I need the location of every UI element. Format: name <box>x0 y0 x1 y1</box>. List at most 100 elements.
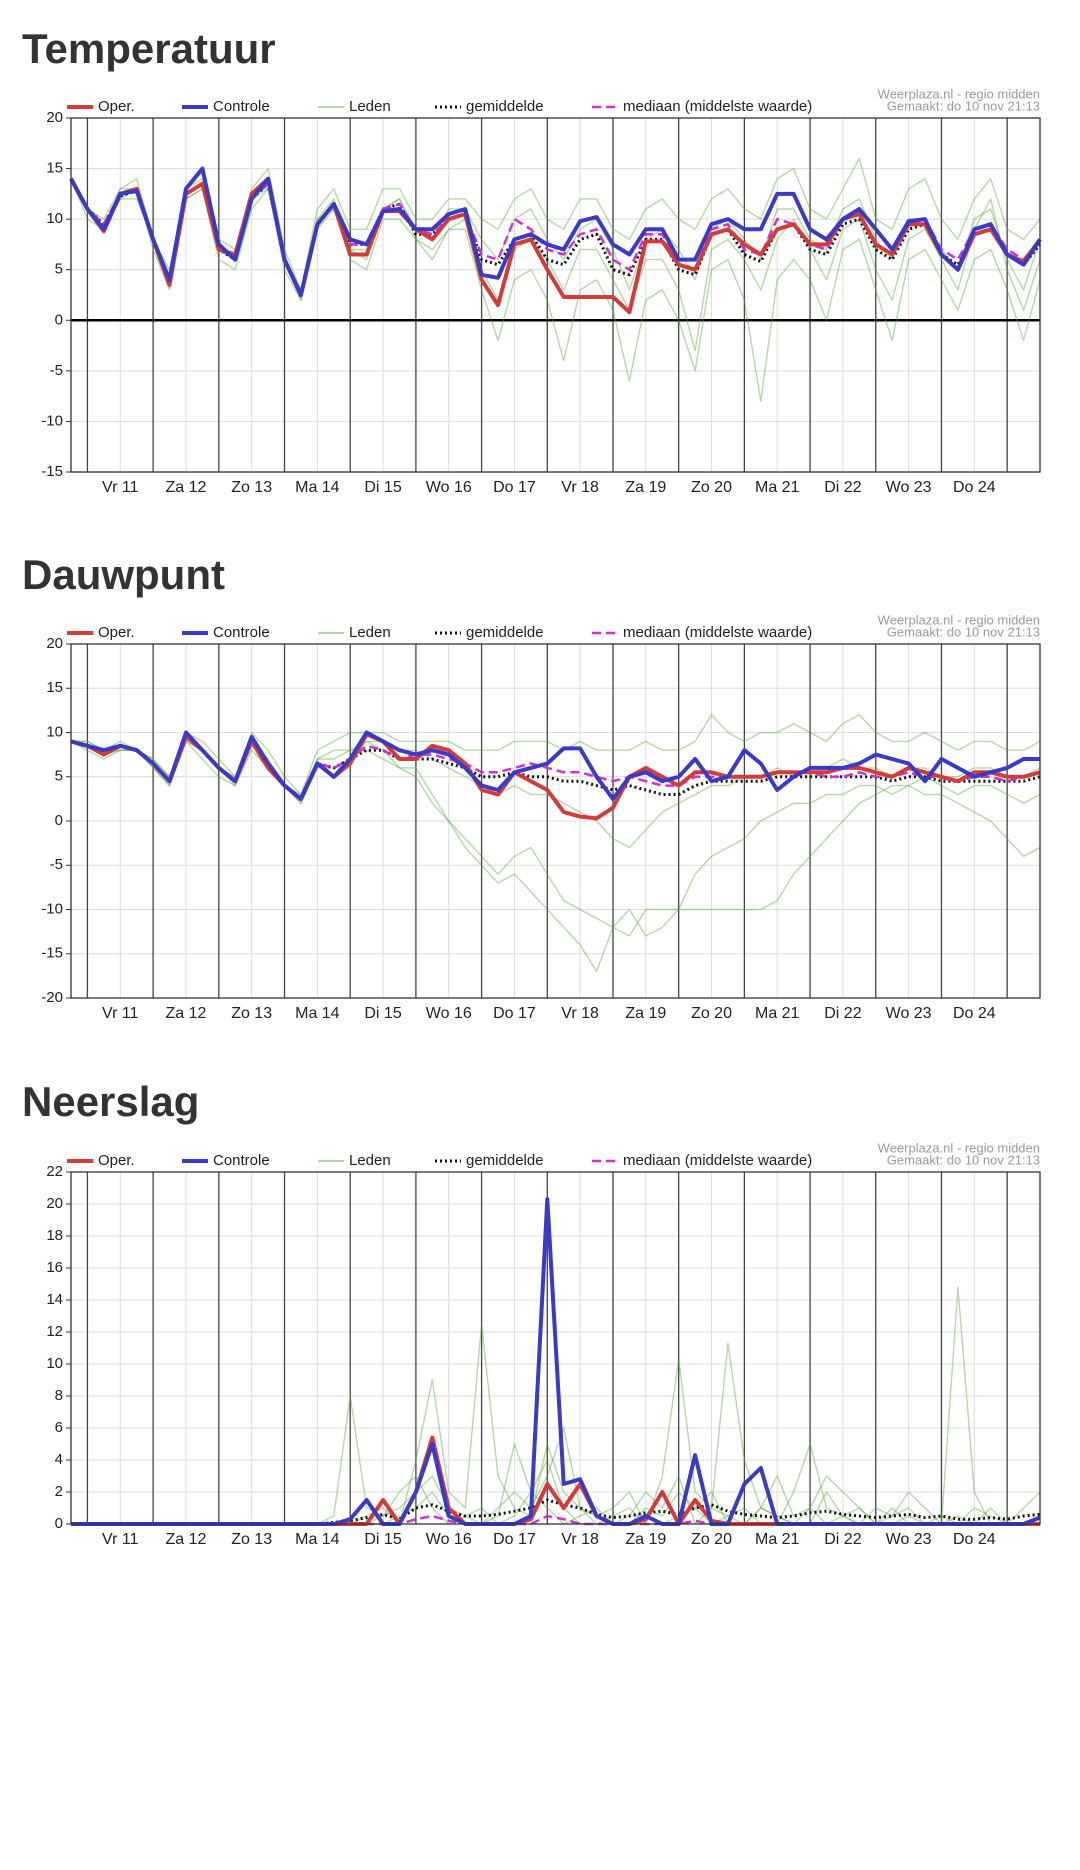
x-tick-label: Do 24 <box>953 1531 996 1548</box>
legend-label: Oper. <box>98 98 135 115</box>
x-tick-label: Ma 14 <box>295 1531 340 1548</box>
y-tick-label: -5 <box>50 856 63 873</box>
x-tick-label: Wo 16 <box>426 1531 472 1548</box>
y-tick-label: 14 <box>46 1291 63 1308</box>
legend-label: Oper. <box>98 624 135 641</box>
x-tick-label: Di 22 <box>824 1005 861 1022</box>
x-tick-label: Di 15 <box>364 1531 401 1548</box>
legend-label: Controle <box>213 624 270 641</box>
x-tick-label: Za 19 <box>625 479 666 496</box>
x-tick-label: Zo 13 <box>231 479 272 496</box>
y-tick-label: 0 <box>55 311 63 328</box>
y-tick-label: 4 <box>55 1451 63 1468</box>
x-tick-label: Do 17 <box>493 479 536 496</box>
series-line <box>69 166 1042 297</box>
y-tick-label: -15 <box>41 463 63 480</box>
y-tick-label: 16 <box>46 1259 63 1276</box>
x-tick-label: Vr 18 <box>561 1531 599 1548</box>
legend-label: gemiddelde <box>466 624 544 641</box>
x-tick-label: Do 17 <box>493 1005 536 1022</box>
chart-title: Temperatuur <box>22 25 276 72</box>
x-tick-label: Do 24 <box>953 1005 996 1022</box>
x-tick-label: Wo 16 <box>426 1005 472 1022</box>
y-tick-label: -5 <box>50 362 63 379</box>
member-line <box>70 178 1041 352</box>
legend-label: mediaan (middelste waarde) <box>623 624 812 641</box>
member-line <box>70 740 1041 973</box>
x-tick-label: Di 22 <box>824 1531 861 1548</box>
y-tick-label: 20 <box>46 1195 63 1212</box>
member-line <box>71 714 1041 796</box>
plot-frame <box>70 1171 1041 1525</box>
x-tick-label: Di 15 <box>364 1005 401 1022</box>
x-tick-label: Zo 20 <box>691 1531 732 1548</box>
y-tick-label: 10 <box>46 723 63 740</box>
legend-label: gemiddelde <box>466 98 544 115</box>
x-tick-label: Wo 23 <box>886 1005 932 1022</box>
legend-label: Controle <box>213 98 270 115</box>
y-tick-label: -20 <box>41 989 63 1006</box>
y-tick-label: 0 <box>55 812 63 829</box>
y-tick-label: -10 <box>41 412 63 429</box>
legend-label: Controle <box>213 1152 270 1169</box>
x-tick-label: Vr 18 <box>561 1005 599 1022</box>
y-tick-label: 5 <box>55 768 63 785</box>
x-tick-label: Ma 21 <box>755 479 800 496</box>
member-line <box>70 157 1041 291</box>
x-tick-label: Wo 23 <box>886 1531 932 1548</box>
y-tick-label: -10 <box>41 900 63 917</box>
x-tick-label: Di 15 <box>364 479 401 496</box>
x-tick-label: Wo 16 <box>426 479 472 496</box>
chart-title: Dauwpunt <box>22 551 225 598</box>
x-tick-label: Za 12 <box>166 1531 207 1548</box>
x-tick-label: Vr 11 <box>102 479 139 496</box>
plot-lines <box>70 714 1041 973</box>
legend-label: Leden <box>349 624 391 641</box>
x-tick-label: Ma 21 <box>755 1005 800 1022</box>
y-tick-label: 12 <box>46 1323 63 1340</box>
x-tick-label: Di 22 <box>824 479 861 496</box>
plot-frame <box>70 117 1041 473</box>
x-tick-label: Za 19 <box>625 1531 666 1548</box>
y-tick-label: 20 <box>46 109 63 126</box>
legend-label: mediaan (middelste waarde) <box>623 1152 812 1169</box>
source: Weerplaza.nl - regio midden <box>878 86 1040 101</box>
x-tick-label: Ma 14 <box>295 479 340 496</box>
chart-title: Neerslag <box>22 1078 199 1125</box>
y-tick-label: 20 <box>46 635 63 652</box>
x-tick-label: Zo 13 <box>231 1531 272 1548</box>
source: Weerplaza.nl - regio midden <box>878 1140 1040 1155</box>
x-tick-label: Za 12 <box>166 1005 207 1022</box>
created: Gemaakt: do 10 nov 21:13 <box>887 1152 1040 1167</box>
y-tick-label: 22 <box>46 1163 63 1180</box>
legend-label: gemiddelde <box>466 1152 544 1169</box>
x-tick-label: Ma 21 <box>755 1531 800 1548</box>
x-tick-label: Do 24 <box>953 479 996 496</box>
x-tick-label: Zo 20 <box>691 479 732 496</box>
created: Gemaakt: do 10 nov 21:13 <box>887 98 1040 113</box>
x-tick-label: Vr 18 <box>561 479 599 496</box>
x-tick-label: Zo 20 <box>691 1005 732 1022</box>
y-tick-label: 6 <box>55 1419 63 1436</box>
x-tick-label: Vr 11 <box>102 1005 139 1022</box>
created: Gemaakt: do 10 nov 21:13 <box>887 624 1040 639</box>
y-tick-label: 10 <box>46 210 63 227</box>
y-tick-label: 8 <box>55 1387 63 1404</box>
x-tick-label: Zo 13 <box>231 1005 272 1022</box>
x-tick-label: Do 17 <box>493 1531 536 1548</box>
series-line <box>70 730 1040 801</box>
x-tick-label: Vr 11 <box>102 1531 139 1548</box>
y-tick-label: 15 <box>46 160 63 177</box>
y-tick-label: 5 <box>55 261 63 278</box>
x-tick-label: Ma 14 <box>295 1005 340 1022</box>
legend-label: Oper. <box>98 1152 135 1169</box>
x-tick-label: Wo 23 <box>886 479 932 496</box>
plot-lines <box>69 157 1042 402</box>
y-tick-label: 10 <box>46 1355 63 1372</box>
y-tick-label: -15 <box>41 945 63 962</box>
x-tick-label: Za 19 <box>625 1005 666 1022</box>
y-tick-label: 18 <box>46 1227 63 1244</box>
member-line <box>70 740 1041 937</box>
